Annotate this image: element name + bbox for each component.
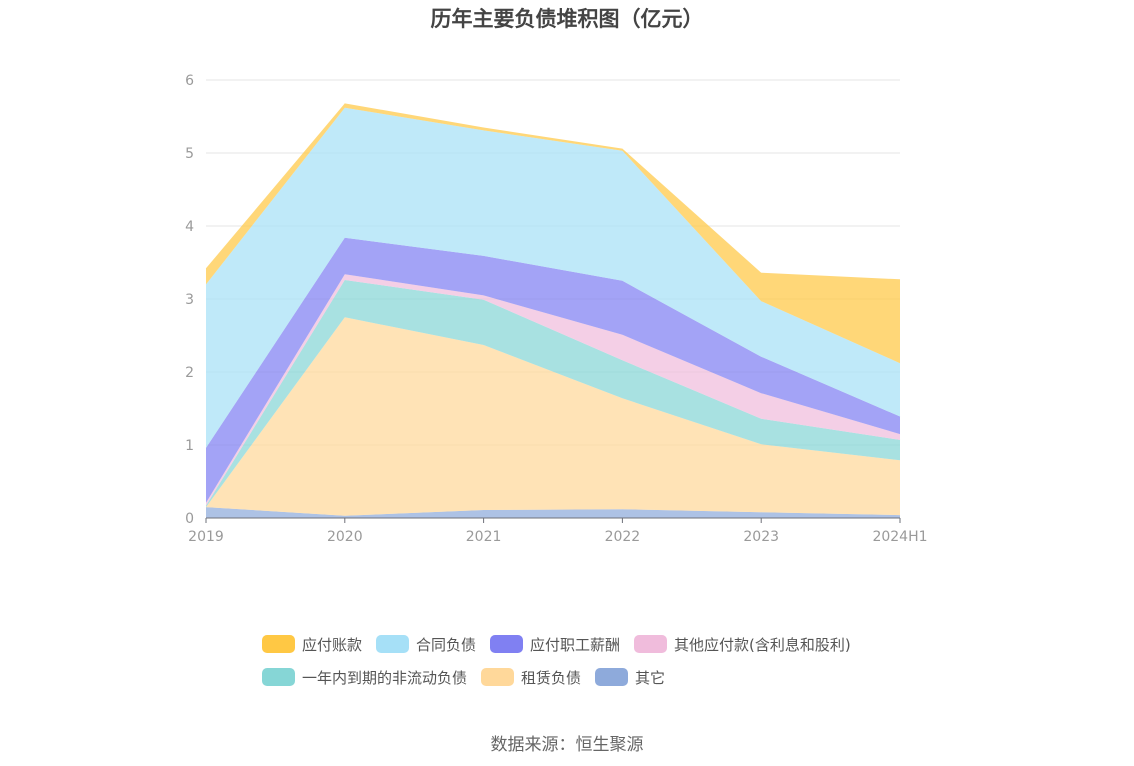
legend-row: 一年内到期的非流动负债 租赁负债 其它: [262, 666, 902, 688]
legend-swatch: [262, 668, 295, 686]
legend-label: 租赁负债: [521, 668, 582, 687]
legend-item[interactable]: 其他应付款(含利息和股利): [634, 634, 851, 655]
area-series-4: [206, 237, 900, 503]
legend: 应付账款 合同负债 应付职工薪酬 其他应付款(含利息和股利) 一年内到期的非流动负债 租赁…: [262, 633, 902, 699]
legend-label: 其他应付款(含利息和股利): [674, 635, 851, 654]
y-tick-label: 0: [185, 511, 194, 527]
area-series-0: [206, 507, 900, 518]
legend-label: 应付账款: [302, 635, 363, 654]
legend-item[interactable]: 租赁负债: [481, 667, 581, 688]
area-series-5: [206, 107, 900, 448]
x-tick-label: 2019: [188, 529, 224, 545]
x-tick-label: 2023: [743, 529, 779, 545]
area-series-1: [206, 317, 900, 516]
legend-label: 合同负债: [416, 635, 477, 654]
area-series-layer: [205, 103, 901, 518]
legend-swatch: [262, 635, 295, 653]
legend-swatch: [481, 668, 515, 686]
y-tick-label: 1: [185, 438, 194, 454]
area-series-3: [206, 274, 900, 506]
legend-item[interactable]: 其它: [595, 667, 665, 688]
legend-item[interactable]: 合同负债: [376, 634, 476, 655]
y-tick-label: 4: [185, 219, 194, 235]
legend-item[interactable]: 应付账款: [262, 634, 362, 655]
legend-swatch: [634, 635, 668, 653]
legend-label: 应付职工薪酬: [530, 635, 621, 654]
legend-item[interactable]: 一年内到期的非流动负债: [262, 667, 467, 688]
data-source-note: 数据来源：恒生聚源: [490, 735, 644, 755]
legend-swatch: [595, 668, 629, 686]
axes: 0 1 2 3 4 5 6 2019 2020 2021 2022 2023 2024H1: [185, 73, 927, 545]
y-tick-label: 6: [185, 73, 194, 89]
legend-label: 其它: [635, 668, 666, 687]
legend-swatch: [376, 635, 410, 653]
x-tick-label: 2021: [466, 529, 502, 545]
x-tick-label: 2020: [327, 529, 363, 545]
y-tick-label: 3: [185, 292, 194, 308]
legend-swatch: [490, 635, 524, 653]
legend-label: 一年内到期的非流动负债: [302, 668, 468, 687]
chart-title: 历年主要负债堆积图（亿元）: [430, 7, 704, 31]
y-tick-label: 2: [185, 365, 194, 381]
x-tick-label: 2022: [605, 529, 641, 545]
x-tick-label: 2024H1: [872, 529, 927, 545]
y-tick-label: 5: [185, 146, 194, 162]
legend-row: 应付账款 合同负债 应付职工薪酬 其他应付款(含利息和股利): [262, 633, 902, 655]
legend-item[interactable]: 应付职工薪酬: [490, 634, 620, 655]
stacked-area-chart: 0 1 2 3 4 5 6 2019 2020 2021 2022 2023 2024H1: [185, 73, 927, 545]
